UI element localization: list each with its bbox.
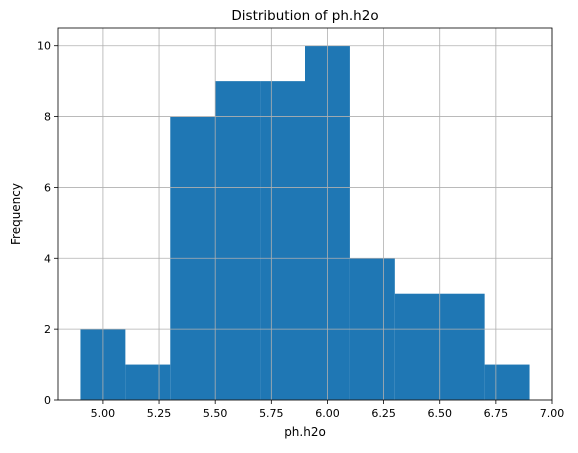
y-tick-label: 8 <box>44 111 51 124</box>
y-tick-label: 10 <box>37 40 51 53</box>
x-tick-label: 7.00 <box>540 407 565 420</box>
x-tick-label: 5.50 <box>203 407 228 420</box>
x-tick-label: 6.50 <box>427 407 452 420</box>
x-tick-label: 5.75 <box>259 407 284 420</box>
y-tick-label: 0 <box>44 394 51 407</box>
x-tick-label: 5.25 <box>147 407 172 420</box>
y-axis-ticks: 0 2 4 6 8 10 <box>37 40 58 407</box>
histogram-bar-8 <box>394 293 440 400</box>
x-tick-label: 6.25 <box>371 407 396 420</box>
y-tick-label: 6 <box>44 181 51 194</box>
histogram-bar-10 <box>484 364 530 400</box>
chart-title: Distribution of ph.h2o <box>231 8 378 24</box>
x-axis-label: ph.h2o <box>284 425 326 439</box>
histogram-bar-4 <box>215 81 261 401</box>
x-tick-label: 5.00 <box>91 407 116 420</box>
histogram-bar-5 <box>260 81 305 401</box>
y-axis-label: Frequency <box>9 183 23 245</box>
histogram-bars <box>80 45 530 401</box>
histogram-bar-2 <box>125 364 171 400</box>
x-tick-label: 6.00 <box>315 407 340 420</box>
y-tick-label: 2 <box>44 323 51 336</box>
plot-frame <box>57 27 553 401</box>
x-axis-ticks: 5.00 5.25 5.50 5.75 6.00 6.25 6.50 6.75 7.00 <box>91 400 565 420</box>
histogram-bar-9 <box>439 293 485 400</box>
x-tick-label: 6.75 <box>484 407 509 420</box>
y-tick-label: 4 <box>44 252 51 265</box>
